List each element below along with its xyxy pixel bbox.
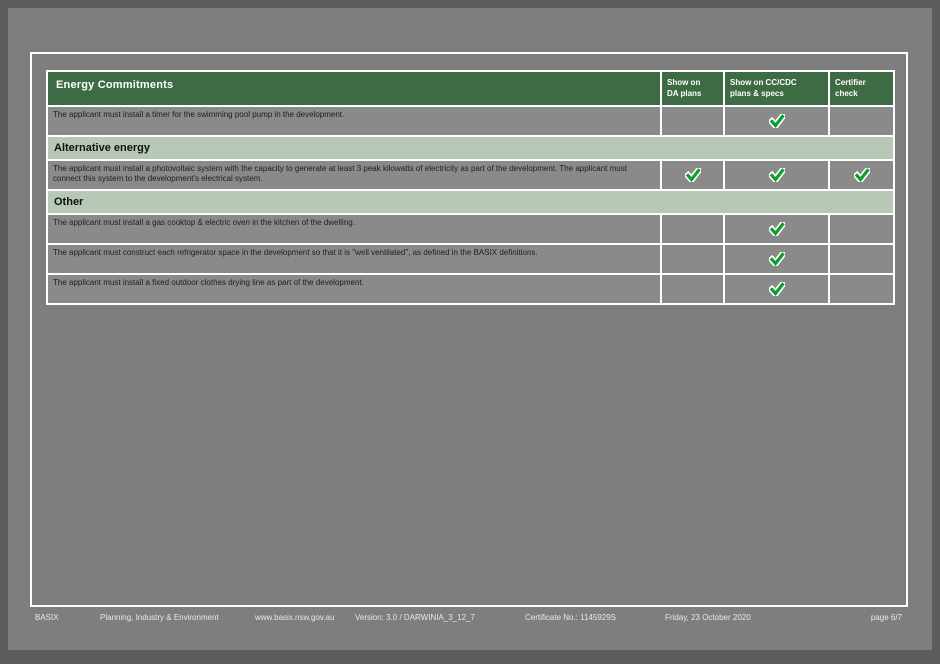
section-header-row: Alternative energy <box>48 137 893 159</box>
check-icon <box>768 252 785 266</box>
commitment-text: The applicant must construct each refrig… <box>48 245 660 273</box>
footer-department-label: Planning, Industry & Environment <box>100 613 219 622</box>
check-cell-empty <box>830 275 893 303</box>
check-cell-ticked <box>725 275 828 303</box>
column-header-da-plans: Show on DA plans <box>662 72 723 105</box>
check-cell-ticked <box>725 107 828 135</box>
table-title: Energy Commitments <box>48 72 660 105</box>
footer-page-number: page 6/7 <box>870 613 902 622</box>
footer-website-link: www.basix.nsw.gov.au <box>255 613 335 622</box>
footer-certificate-number: Certificate No.: 1145929S <box>525 613 617 622</box>
commitment-text: The applicant must install a photovoltai… <box>48 161 660 189</box>
check-icon <box>768 282 785 296</box>
check-cell-ticked <box>662 161 723 189</box>
footer-version-label: Version: 3.0 / DARWINIA_3_12_7 <box>355 613 475 622</box>
section-label: Alternative energy <box>54 142 150 154</box>
check-icon <box>768 222 785 236</box>
check-icon <box>853 168 870 182</box>
footer-basix-label: BASIX <box>35 613 59 622</box>
check-cell-empty <box>830 107 893 135</box>
page-footer: BASIX Planning, Industry & Environment w… <box>0 613 940 629</box>
commitment-text: The applicant must install a gas cooktop… <box>48 215 660 243</box>
check-cell-ticked <box>725 161 828 189</box>
check-cell-empty <box>662 215 723 243</box>
check-cell-empty <box>662 245 723 273</box>
column-header-cc-cdc: Show on CC/CDC plans & specs <box>725 72 828 105</box>
check-icon <box>684 168 701 182</box>
check-icon <box>768 114 785 128</box>
check-cell-empty <box>830 245 893 273</box>
commitment-text: The applicant must install a timer for t… <box>48 107 660 135</box>
check-cell-empty <box>662 107 723 135</box>
column-header-certifier: Certifier check <box>830 72 893 105</box>
energy-commitments-table: Energy Commitments Show on DA plans Show… <box>46 70 895 305</box>
check-cell-ticked <box>725 245 828 273</box>
check-icon <box>768 168 785 182</box>
commitment-text: The applicant must install a fixed outdo… <box>48 275 660 303</box>
check-cell-empty <box>830 215 893 243</box>
footer-date-label: Friday, 23 October 2020 <box>665 613 751 622</box>
section-label: Other <box>54 196 84 208</box>
certificate-page-panel: Energy Commitments Show on DA plans Show… <box>30 52 908 607</box>
check-cell-ticked <box>830 161 893 189</box>
check-cell-ticked <box>725 215 828 243</box>
check-cell-empty <box>662 275 723 303</box>
section-header-row: Other <box>48 191 893 213</box>
